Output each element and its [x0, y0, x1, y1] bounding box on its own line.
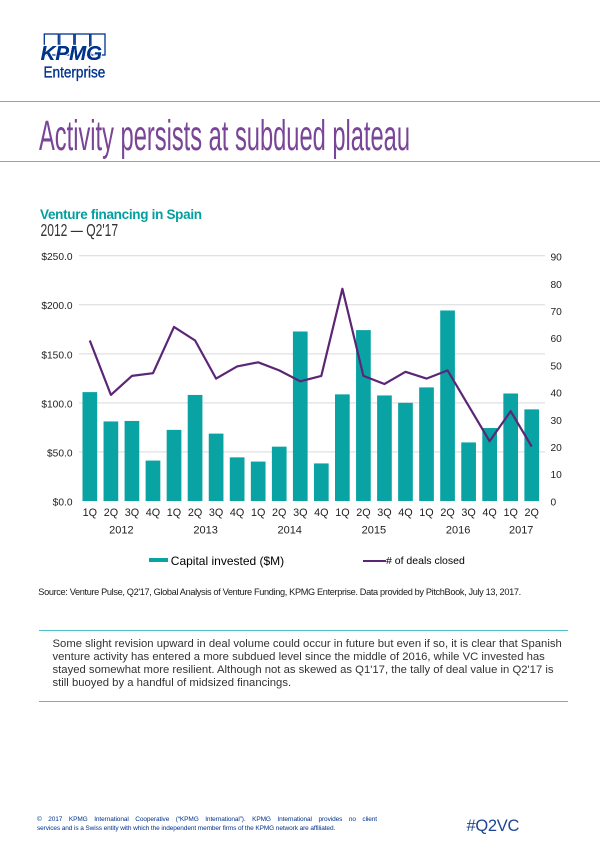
- svg-text:4Q: 4Q: [398, 507, 412, 519]
- svg-text:KPMG: KPMG: [41, 42, 103, 65]
- svg-text:10: 10: [551, 470, 563, 481]
- svg-text:80: 80: [551, 280, 563, 291]
- svg-text:70: 70: [551, 307, 563, 318]
- svg-text:$150.0: $150.0: [41, 350, 72, 361]
- svg-text:3Q: 3Q: [125, 507, 139, 519]
- svg-text:Activity persists at subdued p: Activity persists at subdued plateau: [39, 113, 410, 160]
- svg-text:1Q: 1Q: [83, 507, 97, 519]
- svg-text:Enterprise: Enterprise: [44, 65, 106, 82]
- svg-text:2Q: 2Q: [272, 507, 286, 519]
- svg-text:0: 0: [551, 497, 557, 508]
- svg-text:3Q: 3Q: [377, 507, 391, 519]
- svg-text:2Q: 2Q: [440, 507, 454, 519]
- svg-text:2014: 2014: [277, 525, 301, 537]
- svg-text:4Q: 4Q: [146, 507, 160, 519]
- svg-text:90: 90: [551, 253, 563, 264]
- svg-text:$100.0: $100.0: [41, 399, 72, 410]
- svg-text:60: 60: [551, 334, 563, 345]
- svg-text:2Q: 2Q: [188, 507, 202, 519]
- svg-text:1Q: 1Q: [167, 507, 181, 519]
- svg-text:50: 50: [551, 361, 563, 372]
- svg-text:1Q: 1Q: [503, 507, 517, 519]
- svg-text:4Q: 4Q: [482, 507, 496, 519]
- svg-text:$50.0: $50.0: [47, 448, 73, 459]
- svg-text:2Q: 2Q: [356, 507, 370, 519]
- svg-text:2012: 2012: [109, 525, 133, 537]
- svg-text:2016: 2016: [446, 525, 470, 537]
- svg-text:$200.0: $200.0: [41, 301, 72, 312]
- svg-text:4Q: 4Q: [314, 507, 328, 519]
- svg-text:2012 — Q2'17: 2012 — Q2'17: [41, 220, 119, 240]
- svg-text:20: 20: [551, 443, 563, 454]
- svg-text:2Q: 2Q: [104, 507, 118, 519]
- svg-text:3Q: 3Q: [461, 507, 475, 519]
- svg-text:2013: 2013: [193, 525, 217, 537]
- svg-text:1Q: 1Q: [335, 507, 349, 519]
- svg-text:2Q: 2Q: [524, 507, 538, 519]
- svg-text:1Q: 1Q: [419, 507, 433, 519]
- svg-text:3Q: 3Q: [209, 507, 223, 519]
- svg-text:1Q: 1Q: [251, 507, 265, 519]
- svg-text:$0.0: $0.0: [53, 497, 73, 508]
- svg-text:40: 40: [551, 389, 563, 400]
- svg-text:$250.0: $250.0: [41, 252, 72, 263]
- svg-text:4Q: 4Q: [230, 507, 244, 519]
- svg-text:3Q: 3Q: [293, 507, 307, 519]
- svg-text:2015: 2015: [362, 525, 386, 537]
- svg-text:KPMG: KPMG: [41, 42, 103, 65]
- svg-text:2017: 2017: [509, 525, 533, 537]
- svg-text:30: 30: [551, 416, 563, 427]
